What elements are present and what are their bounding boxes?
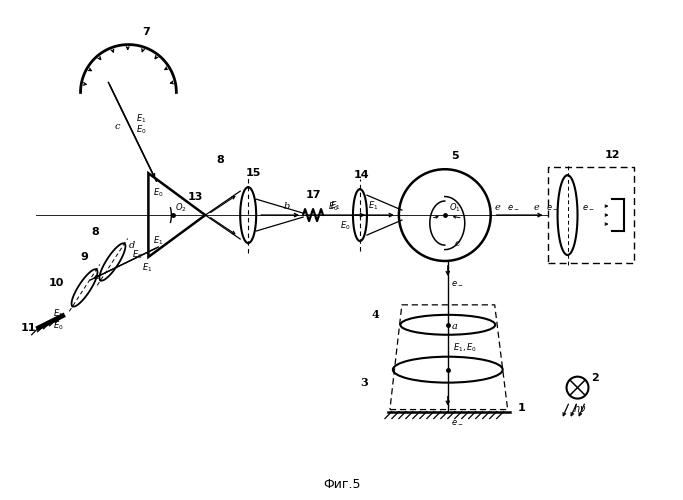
Text: $E_1, E_0$: $E_1, E_0$ bbox=[453, 342, 477, 354]
Text: $e_-$: $e_-$ bbox=[546, 203, 558, 211]
Text: d: d bbox=[128, 240, 135, 250]
Text: 7: 7 bbox=[143, 26, 150, 36]
Text: $O_2$: $O_2$ bbox=[176, 202, 187, 214]
Text: $E_1$: $E_1$ bbox=[143, 262, 153, 274]
Text: $E_1$: $E_1$ bbox=[330, 200, 340, 212]
Text: 11: 11 bbox=[21, 323, 36, 333]
Text: $E_0$: $E_0$ bbox=[154, 187, 164, 200]
Text: $E_1$: $E_1$ bbox=[53, 308, 63, 320]
Text: 10: 10 bbox=[49, 278, 64, 288]
Text: $e_-$: $e_-$ bbox=[451, 418, 463, 426]
Text: Фиг.5: Фиг.5 bbox=[323, 478, 361, 491]
Text: $E_1$: $E_1$ bbox=[368, 200, 378, 212]
Text: 15: 15 bbox=[245, 168, 261, 178]
Text: $e_-$: $e_-$ bbox=[451, 279, 463, 287]
Text: $E_0$: $E_0$ bbox=[133, 248, 143, 261]
Text: $E_0$: $E_0$ bbox=[137, 123, 147, 136]
Text: $E_0$: $E_0$ bbox=[340, 220, 350, 232]
Text: 1: 1 bbox=[518, 402, 525, 412]
Text: $e_-$: $e_-$ bbox=[507, 203, 519, 211]
Text: $h\nu$: $h\nu$ bbox=[572, 402, 586, 413]
Text: c: c bbox=[455, 238, 460, 248]
Text: $E_0$: $E_0$ bbox=[53, 320, 64, 332]
Text: 13: 13 bbox=[188, 192, 203, 202]
Text: 14: 14 bbox=[354, 170, 370, 180]
Text: 5: 5 bbox=[451, 152, 458, 162]
Text: $E_1$: $E_1$ bbox=[137, 112, 147, 124]
Text: 8: 8 bbox=[92, 227, 99, 237]
Text: a: a bbox=[451, 322, 458, 332]
Text: 2: 2 bbox=[591, 372, 600, 382]
Text: 12: 12 bbox=[604, 150, 620, 160]
Text: $e_-$: $e_-$ bbox=[581, 203, 594, 211]
Text: $E_0$: $E_0$ bbox=[328, 201, 339, 213]
Text: $E_1$: $E_1$ bbox=[154, 235, 164, 248]
Text: e: e bbox=[533, 202, 540, 211]
Text: 9: 9 bbox=[81, 252, 89, 262]
Text: e: e bbox=[494, 202, 501, 211]
Text: $O_1$: $O_1$ bbox=[449, 202, 460, 214]
Text: 3: 3 bbox=[360, 377, 367, 388]
Text: 4: 4 bbox=[372, 310, 380, 320]
Text: b: b bbox=[283, 202, 290, 210]
Text: c: c bbox=[115, 122, 120, 131]
Text: 8: 8 bbox=[217, 155, 224, 165]
Text: 17: 17 bbox=[305, 190, 321, 200]
